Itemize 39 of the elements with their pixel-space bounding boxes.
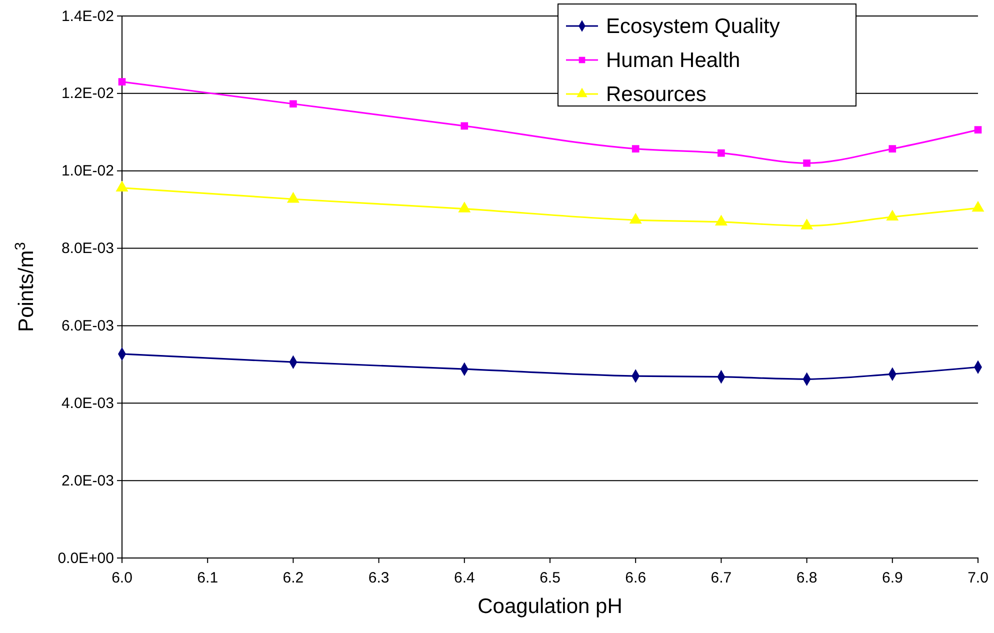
x-tick-label: 6.8: [796, 570, 818, 586]
point: [630, 213, 642, 224]
legend-label: Resources: [606, 83, 706, 106]
y-tick-label: 1.4E-02: [61, 8, 114, 25]
point: [116, 181, 128, 192]
point: [972, 201, 984, 212]
x-tick-label: 6.2: [282, 570, 304, 586]
y-tick-label: 4.0E-03: [61, 394, 114, 412]
x-tick-label: 6.9: [882, 570, 903, 586]
x-tick-label: 6.7: [710, 570, 732, 586]
point: [118, 78, 126, 86]
x-tick-label: 6.1: [197, 570, 218, 586]
x-tick-label: 7.0: [968, 570, 988, 586]
y-tick-label: 8.0E-03: [61, 240, 114, 258]
y-tick-label: 2.0E-03: [61, 472, 114, 490]
x-tick-label: 6.3: [368, 570, 390, 586]
x-axis-title: Coagulation pH: [478, 595, 622, 618]
point: [290, 100, 297, 108]
point: [974, 126, 982, 134]
point: [287, 192, 300, 203]
y-tick-label: 6.0E-03: [61, 318, 114, 335]
point: [460, 122, 468, 130]
y-tick-label: 1.2E-02: [61, 85, 114, 102]
point: [803, 159, 810, 167]
point: [632, 145, 640, 152]
x-tick-label: 6.4: [454, 570, 475, 586]
y-tick-label: 1.0E-02: [61, 162, 114, 180]
point: [800, 219, 813, 230]
legend-label: Ecosystem Quality: [606, 15, 780, 38]
y-tick-label: 0.0E+00: [58, 550, 114, 567]
x-tick-label: 6.5: [540, 570, 560, 586]
point: [718, 149, 725, 157]
x-tick-label: 6.0: [112, 570, 132, 586]
point: [886, 210, 898, 221]
point: [458, 202, 470, 212]
legend-label: Human Health: [606, 49, 740, 72]
point: [715, 215, 728, 226]
point: [888, 145, 896, 152]
x-tick-label: 6.6: [625, 570, 646, 586]
